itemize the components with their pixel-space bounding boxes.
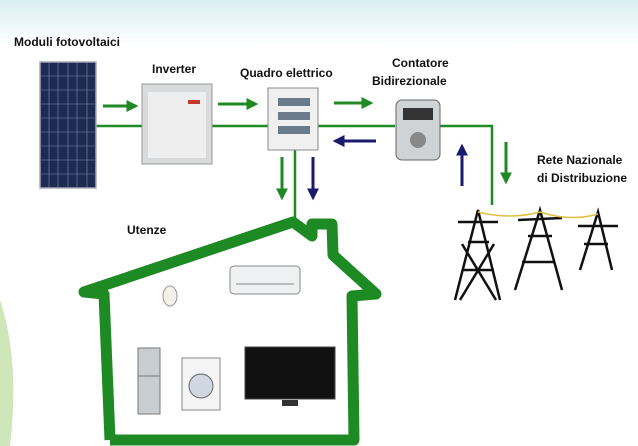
label: Bidirezionale (372, 74, 447, 88)
electric-panel (268, 88, 318, 150)
label: Utenze (127, 223, 167, 237)
label: Moduli fotovoltaici (14, 35, 120, 49)
label: Inverter (152, 62, 196, 76)
diagram: Moduli fotovoltaici Inverter Quadro elet… (0, 0, 638, 446)
label: Quadro elettrico (240, 66, 333, 80)
inverter (142, 84, 212, 164)
page: Moduli fotovoltaici Inverter Quadro elet… (0, 0, 638, 446)
label: di Distribuzione (537, 171, 627, 185)
label: Rete Nazionale (537, 153, 623, 167)
bidirectional-meter (396, 100, 440, 160)
solar-panel (40, 62, 96, 188)
label: Contatore (392, 56, 449, 70)
